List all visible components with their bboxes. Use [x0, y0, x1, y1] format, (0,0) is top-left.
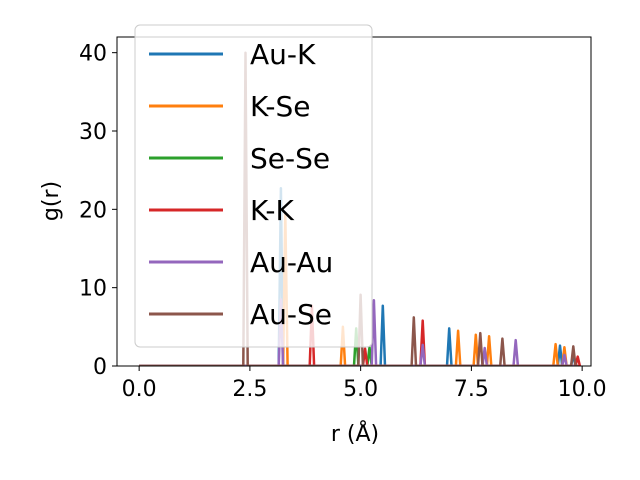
legend-label-k-k: K-K [250, 194, 295, 227]
y-tick-label: 40 [79, 42, 107, 67]
y-tick-label: 20 [79, 198, 107, 223]
x-tick-label: 5.0 [343, 377, 378, 402]
y-tick-label: 30 [79, 120, 107, 145]
y-tick-label: 0 [93, 355, 107, 380]
legend-label-se-se: Se-Se [250, 142, 330, 175]
legend-label-au-au: Au-Au [250, 246, 333, 279]
y-axis-label: g(r) [39, 181, 64, 221]
y-axis: 0 10 20 30 40 [79, 42, 117, 380]
x-axis-label: r (Å) [331, 420, 379, 447]
legend-label-au-k: Au-K [250, 38, 316, 71]
series-line-k-se [139, 212, 578, 366]
x-tick-label: 2.5 [232, 377, 267, 402]
legend: Au-K K-Se Se-Se K-K Au-Au Au-Se [134, 24, 373, 348]
legend-label-au-se: Au-Se [250, 298, 332, 331]
x-tick-label: 7.5 [454, 377, 489, 402]
x-tick-label: 10.0 [558, 377, 607, 402]
x-tick-label: 0.0 [122, 377, 157, 402]
legend-label-k-se: K-Se [250, 90, 311, 123]
x-axis: 0.0 2.5 5.0 7.5 10.0 [122, 366, 607, 402]
y-tick-label: 10 [79, 277, 107, 302]
